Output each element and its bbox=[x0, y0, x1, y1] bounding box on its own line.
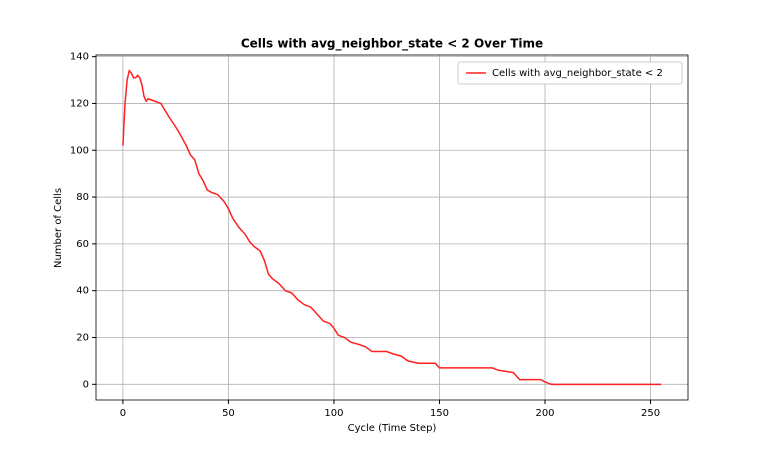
y-tick-label: 120 bbox=[70, 98, 89, 109]
x-tick-label: 0 bbox=[120, 408, 126, 419]
x-axis-label: Cycle (Time Step) bbox=[348, 423, 437, 434]
x-tick-label: 150 bbox=[430, 408, 449, 419]
y-tick-label: 80 bbox=[76, 192, 89, 203]
chart-title: Cells with avg_neighbor_state < 2 Over T… bbox=[241, 37, 543, 52]
x-tick-label: 100 bbox=[324, 408, 343, 419]
legend-label: Cells with avg_neighbor_state < 2 bbox=[492, 68, 663, 79]
y-tick-label: 40 bbox=[76, 286, 89, 297]
y-tick-label: 100 bbox=[70, 145, 89, 156]
data-line bbox=[122, 69, 662, 386]
y-tick-label: 60 bbox=[76, 239, 89, 250]
x-tick-label: 200 bbox=[535, 408, 554, 419]
x-tick-label: 50 bbox=[222, 408, 235, 419]
plot-frame bbox=[95, 54, 689, 401]
y-tick-label: 140 bbox=[70, 52, 89, 63]
x-tick-label: 250 bbox=[641, 408, 660, 419]
y-axis-label: Number of Cells bbox=[53, 188, 64, 268]
y-tick-label: 20 bbox=[76, 333, 89, 344]
y-tick-label: 0 bbox=[83, 379, 89, 390]
legend-box bbox=[457, 61, 683, 85]
